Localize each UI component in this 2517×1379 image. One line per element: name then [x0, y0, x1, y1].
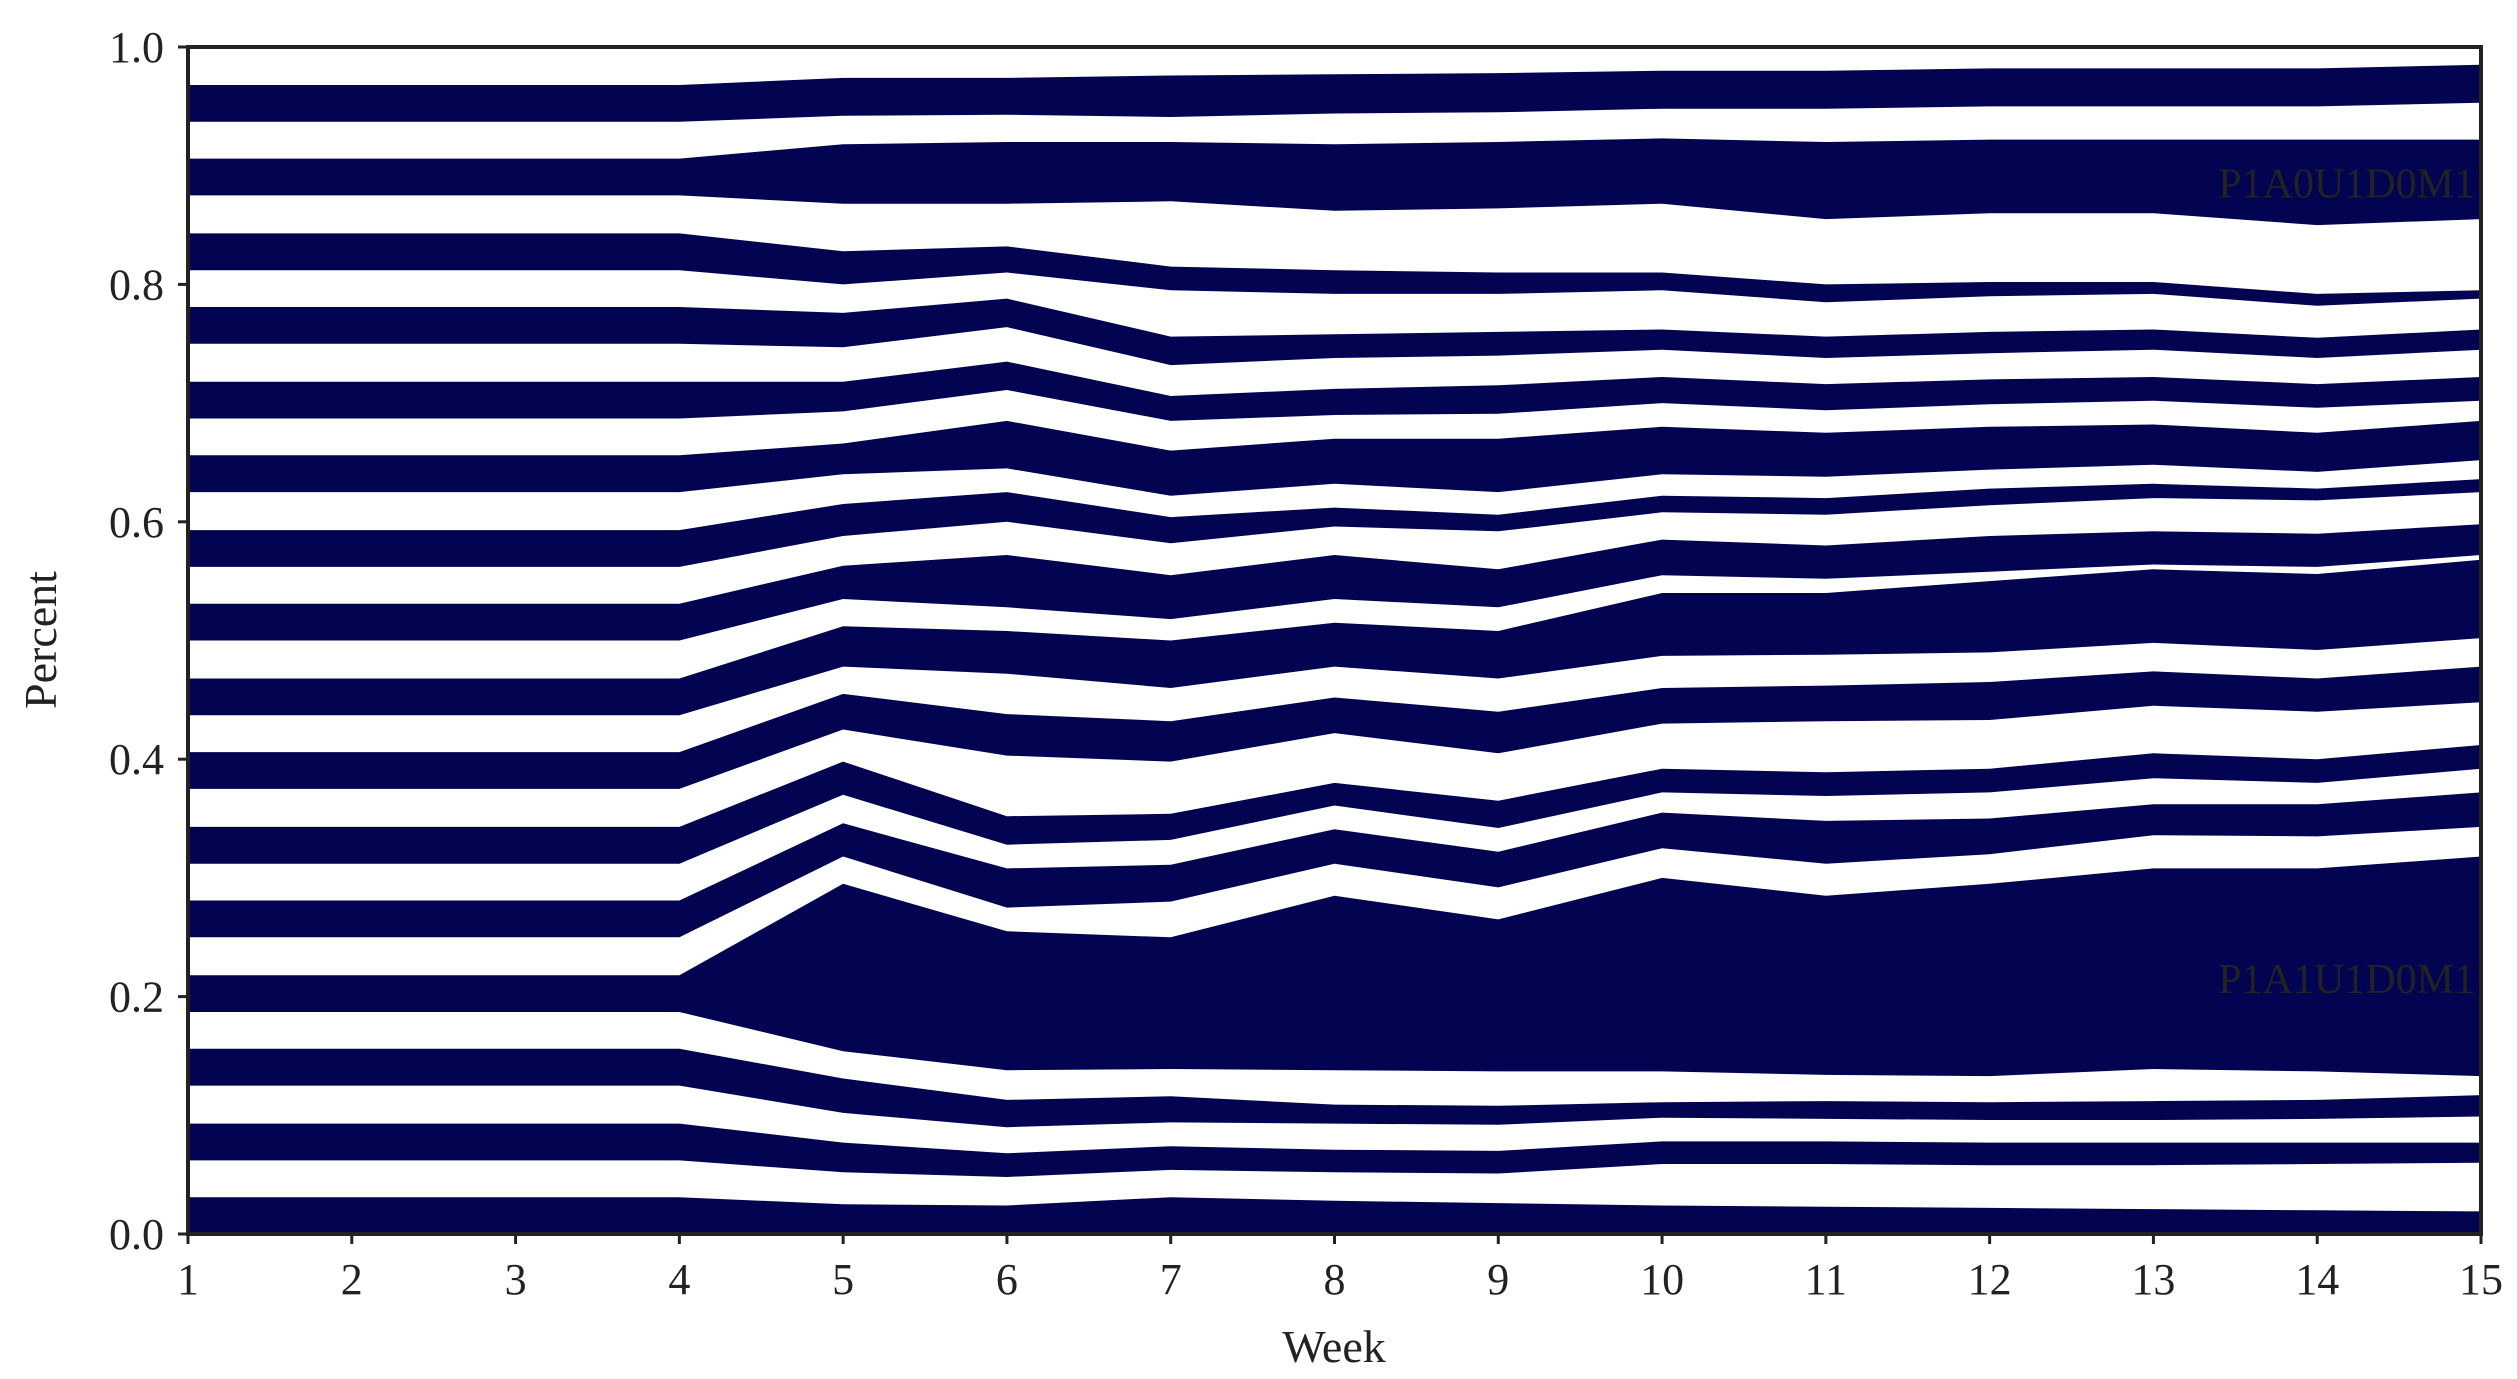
- series-band-12: [188, 361, 2481, 421]
- x-tick-label: 15: [2459, 1255, 2503, 1304]
- x-tick-label: 9: [1487, 1255, 1509, 1304]
- x-tick-label: 13: [2131, 1255, 2175, 1304]
- x-tick-label: 5: [832, 1255, 854, 1304]
- series-band-14: [188, 233, 2481, 306]
- series-band-10: [188, 479, 2481, 567]
- y-axis: 0.0 0.2 0.4 0.6 0.8 1.0: [109, 23, 188, 1259]
- series-band-13: [188, 298, 2481, 366]
- series-band-3: [188, 1048, 2481, 1128]
- x-axis: 1 2 3 4 5 6 7 8 9 10 11 12 13 14 15: [177, 1234, 2503, 1304]
- x-tick-label: 2: [341, 1255, 363, 1304]
- x-tick-label: 8: [1324, 1255, 1346, 1304]
- x-tick-label: 12: [1968, 1255, 2012, 1304]
- x-tick-label: 6: [996, 1255, 1018, 1304]
- y-tick-label: 0.2: [109, 973, 164, 1022]
- series-bands: [188, 64, 2481, 1234]
- series-annotation: P1A0U1D0M1: [2218, 162, 2475, 208]
- series-band-16: [188, 64, 2481, 122]
- series-band-4: [188, 856, 2481, 1077]
- series-band-8: [188, 559, 2481, 716]
- y-tick-label: 0.4: [109, 735, 164, 784]
- series-band-11: [188, 420, 2481, 496]
- x-tick-label: 1: [177, 1255, 199, 1304]
- annotations: P1A0U1D0M1 P1A1U1D0M1: [2218, 162, 2475, 1003]
- x-tick-label: 3: [505, 1255, 527, 1304]
- y-tick-label: 0.6: [109, 498, 164, 547]
- x-tick-label: 7: [1160, 1255, 1182, 1304]
- x-tick-label: 11: [1805, 1255, 1847, 1304]
- x-axis-title: Week: [1282, 1321, 1386, 1372]
- x-tick-label: 14: [2295, 1255, 2339, 1304]
- series-annotation: P1A1U1D0M1: [2218, 957, 2475, 1003]
- y-tick-label: 0.0: [109, 1210, 164, 1259]
- series-band-15: [188, 138, 2481, 226]
- y-axis-title: Percent: [15, 571, 66, 709]
- y-tick-label: 1.0: [109, 23, 164, 72]
- x-tick-label: 10: [1640, 1255, 1684, 1304]
- series-band-9: [188, 524, 2481, 641]
- series-band-1: [188, 1197, 2481, 1234]
- series-band-6: [188, 745, 2481, 864]
- series-band-2: [188, 1123, 2481, 1177]
- y-tick-label: 0.8: [109, 260, 164, 309]
- series-band-5: [188, 792, 2481, 938]
- x-tick-label: 4: [668, 1255, 690, 1304]
- series-band-7: [188, 666, 2481, 789]
